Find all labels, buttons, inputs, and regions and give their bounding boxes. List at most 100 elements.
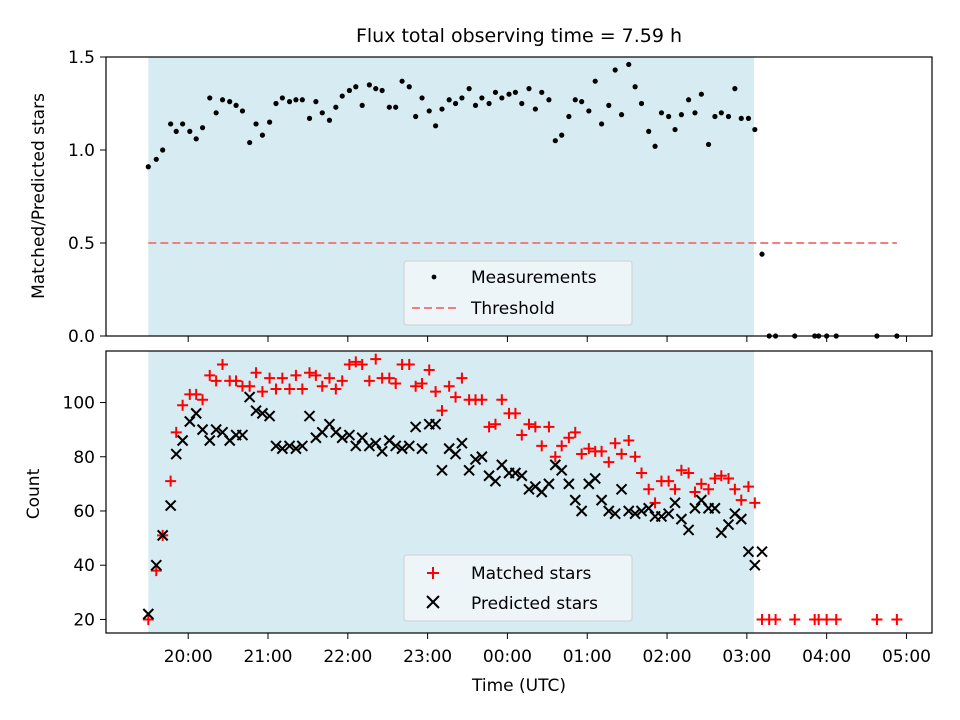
matched-star-point [603, 456, 615, 468]
x-tick-label: 20:00 [164, 647, 213, 667]
predicted-star-point [735, 513, 747, 525]
measurement-point [672, 126, 678, 133]
measurement-point [759, 251, 765, 257]
predicted-stars-legend-marker [426, 595, 440, 609]
measurement-point [319, 110, 325, 116]
measurement-point [293, 97, 299, 103]
measurement-point [413, 113, 419, 120]
matched-star-point [683, 467, 695, 479]
predicted-star-point [563, 478, 575, 490]
predicted-star-point [523, 483, 535, 495]
matched-star-point [636, 467, 648, 479]
predicted-star-point [516, 470, 528, 482]
measurement-point [168, 121, 174, 127]
measurement-point [486, 100, 492, 107]
measurement-point [612, 67, 618, 73]
measurement-point [247, 139, 253, 146]
predicted-star-point [170, 448, 182, 460]
matched-star-point [516, 429, 528, 441]
matched-star-point [770, 613, 782, 625]
matched-star-point [423, 364, 435, 376]
matched-star-point [403, 359, 415, 371]
x-tick-label: 23:00 [403, 647, 452, 667]
matched-star-point [675, 464, 687, 476]
matched-star-point [296, 383, 308, 395]
predicted-star-point [709, 502, 721, 514]
matched-stars-legend-label: Matched stars [471, 564, 591, 584]
matched-star-point [616, 448, 628, 460]
ratio-axes-frame [105, 56, 933, 337]
measurement-point [572, 97, 578, 103]
predicted-star-point [476, 451, 488, 463]
measurement-point [466, 86, 472, 92]
measurement-point [512, 89, 519, 95]
predicted-star-point [336, 432, 348, 444]
predicted-star-point [589, 472, 601, 485]
measurement-point [386, 104, 392, 110]
predicted-star-point [662, 507, 675, 520]
measurement-point [439, 106, 445, 112]
matched-star-point [264, 372, 276, 384]
matched-star-point [197, 394, 209, 406]
predicted-star-point [150, 559, 162, 571]
count-series-layer [142, 353, 903, 625]
x-tick-label: 03:00 [722, 647, 771, 667]
measurement-point [193, 136, 199, 142]
measurement-point [353, 84, 359, 90]
measurement-point [479, 95, 485, 101]
matched-star-point [821, 613, 833, 625]
ratio-y-axis-label: Matched/Predicted stars [29, 93, 49, 299]
measurement-point [718, 110, 724, 116]
predicted-star-point [303, 410, 316, 422]
matched-star-point [563, 432, 575, 444]
measurement-point [579, 99, 585, 105]
measurement-point [472, 102, 479, 108]
matched-star-point [456, 372, 468, 384]
measurement-point [207, 95, 213, 101]
matched-star-point [290, 369, 302, 381]
matched-star-point [509, 407, 521, 419]
matched-star-point [695, 478, 707, 490]
matched-star-point [722, 472, 734, 484]
measurement-point [187, 128, 193, 134]
measurement-point [725, 113, 732, 120]
predicted-star-point [363, 440, 376, 452]
predicted-star-point [204, 434, 216, 447]
measurements-legend-marker [431, 274, 437, 280]
matched-star-point [256, 386, 268, 398]
matched-star-point [609, 437, 621, 449]
measurement-point [526, 86, 532, 92]
predicted-star-point [164, 499, 177, 512]
measurement-point [313, 99, 319, 105]
y-tick-label: 100 [63, 394, 95, 414]
y-tick-label: 0.0 [68, 327, 95, 347]
matched-star-point [244, 380, 256, 392]
matched-star-point [410, 380, 422, 392]
count-legend: Matched stars Predicted stars [403, 554, 633, 622]
measurement-point [599, 121, 605, 127]
measurements-legend-label: Measurements [471, 268, 597, 288]
measurement-point [632, 84, 638, 90]
y-tick-label: 20 [73, 610, 95, 630]
matched-star-point [217, 359, 229, 371]
measurement-point [299, 97, 305, 103]
predicted-star-point [429, 418, 442, 430]
ratio-series-layer [145, 61, 900, 339]
measurement-point [145, 164, 151, 170]
predicted-star-point [396, 442, 408, 455]
x-tick-label: 02:00 [643, 647, 692, 667]
matched-star-point [430, 386, 442, 398]
measurement-point [373, 86, 379, 92]
matched-star-point [830, 613, 842, 625]
matched-star-point [443, 380, 455, 392]
predicted-star-point [296, 440, 309, 452]
predicted-star-point [196, 423, 209, 436]
measurement-point [566, 113, 572, 120]
matched-star-point [383, 372, 395, 384]
matched-star-point [270, 383, 282, 395]
x-tick-label: 22:00 [323, 647, 372, 667]
count-x-axis: 20:00 21:00 22:00 23:00 00:00 01:00 02:00 03:00… [164, 633, 931, 667]
x-axis-label: Time (UTC) [471, 676, 566, 696]
matched-star-point [316, 380, 328, 392]
measurement-point [339, 93, 345, 99]
